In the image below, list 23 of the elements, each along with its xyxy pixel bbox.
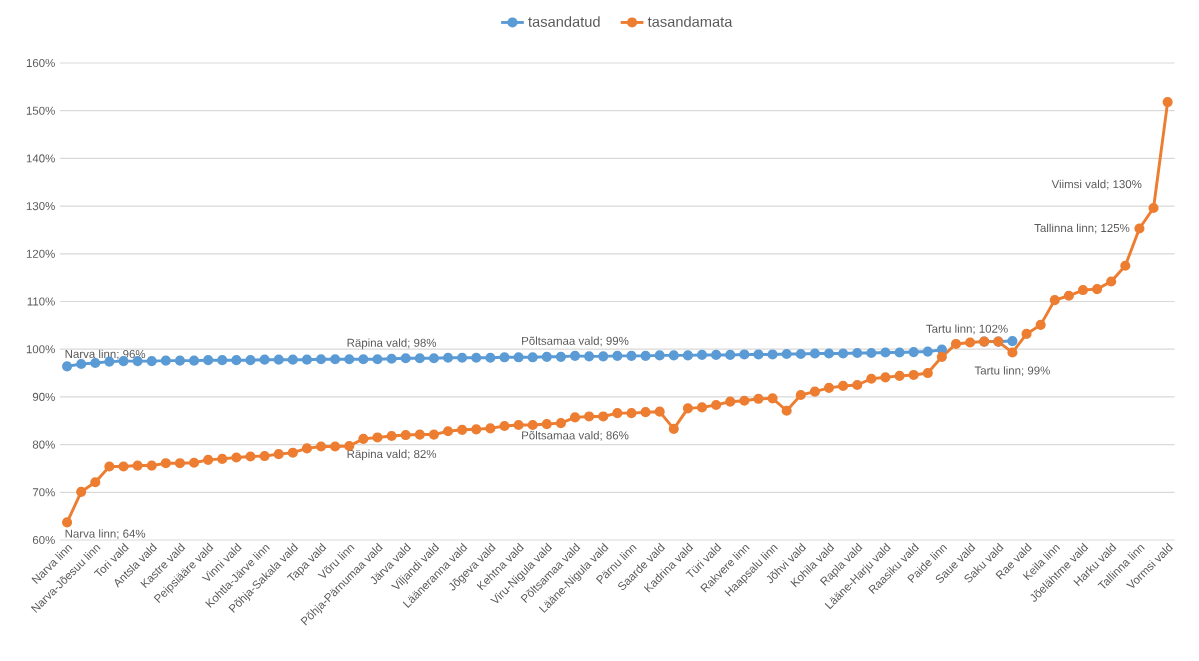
annotation: Tartu linn; 99% [974,366,1050,376]
annotation: Narva linn; 64% [65,529,146,540]
annotation: Tartu linn; 102% [926,324,1008,335]
y-tick-label: 160% [26,58,55,68]
y-tick-label: 80% [32,440,55,449]
annotation: Tallinna linn; 125% [1034,223,1130,234]
legend-label: tasandamata [647,16,733,27]
y-tick-label: 130% [26,202,55,211]
y-tick-label: 60% [32,535,55,545]
y-tick-label: 70% [32,488,55,497]
y-tick-label: 140% [26,154,55,163]
annotation: Viimsi vald; 130% [1051,179,1142,190]
annotation: Räpina vald; 82% [347,449,437,461]
annotation: Narva linn; 96% [65,349,146,360]
annotation: Põltsamaa vald; 86% [522,431,629,441]
y-tick-label: 90% [32,392,55,401]
annotation: Põltsamaa vald; 99% [522,336,629,347]
y-tick-label: 100% [26,345,55,354]
y-tick-label: 110% [27,297,55,306]
legend-label: tasandatud [528,16,600,27]
y-tick-label: 120% [26,249,55,258]
annotation: Räpina vald; 98% [347,338,437,350]
y-tick-label: 150% [26,106,55,115]
